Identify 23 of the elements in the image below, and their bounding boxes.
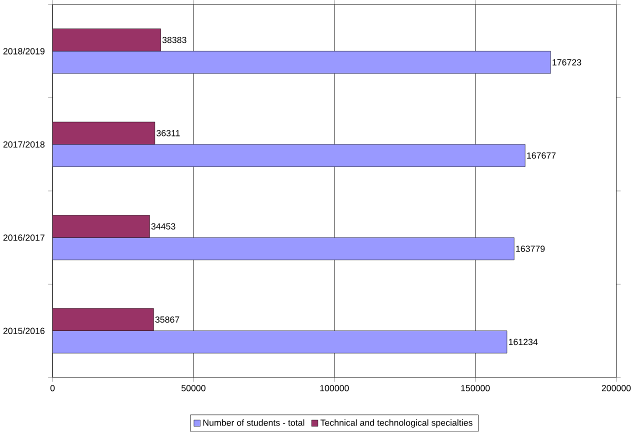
legend-label: Technical and technological specialties	[320, 419, 472, 428]
legend-label: Number of students - total	[203, 419, 304, 426]
bar	[52, 28, 161, 52]
x-tick-label: 150000	[461, 385, 490, 392]
x-tick-label: 50000	[181, 385, 206, 392]
y-tick-label: 2018/2019	[3, 48, 44, 55]
data-label: 38383	[162, 36, 186, 44]
x-tick-label: 0	[50, 385, 55, 392]
x-tick-label: 100000	[320, 385, 349, 392]
data-label: 163779	[516, 246, 545, 252]
bar	[52, 122, 156, 145]
y-tick-label: 2017/2018	[3, 141, 45, 148]
x-tick-label: 200000	[602, 385, 631, 392]
data-label: 176723	[552, 59, 582, 66]
bar	[52, 308, 154, 332]
data-label: 36311	[156, 130, 180, 136]
data-label: 34453	[151, 223, 176, 230]
bar	[52, 215, 150, 238]
y-tick-label: 2015/2016	[3, 328, 45, 334]
data-label: 35867	[155, 316, 180, 323]
data-label: 161234	[508, 338, 538, 346]
data-label: 167677	[527, 152, 556, 159]
y-tick-label: 2016/2017	[3, 234, 44, 241]
